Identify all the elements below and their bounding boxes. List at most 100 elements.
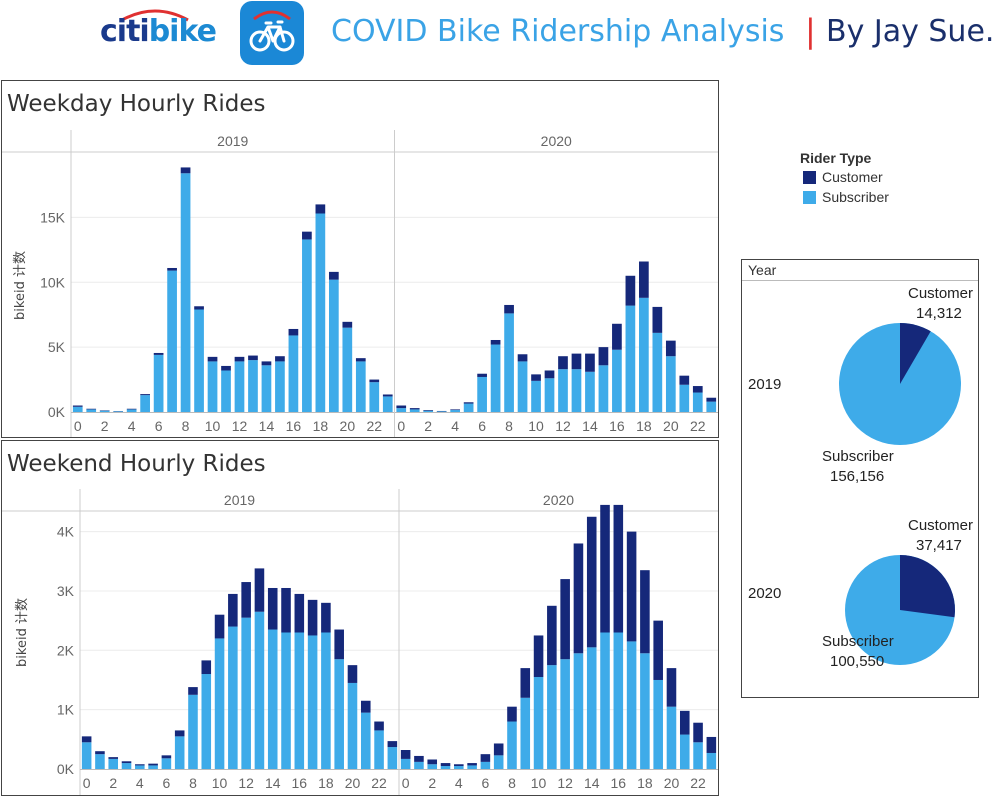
weekday-2019-xtick-label: 18: [313, 418, 329, 434]
weekday-chart-panel: 0K 5K 10K 15K bikeid 计数 2019 0 2 4 6 8 10 12 14 16 18 20…: [1, 80, 719, 438]
weekday-2020-subscriber-bar-3: [436, 411, 447, 412]
weekday-2019-subscriber-bar-1: [86, 409, 97, 412]
weekend-2019-customer-bar-7: [174, 730, 185, 737]
weekend-2020-xtick-label: 16: [611, 775, 627, 791]
weekday-2019-subscriber-bar-0: [72, 406, 83, 412]
logo-arc-icon: [121, 9, 189, 22]
weekend-2020-xtick-label: 12: [557, 775, 573, 791]
weekend-2019-subscriber-bar-0: [81, 742, 92, 769]
weekday-2020-xtick-label: 10: [528, 418, 544, 434]
weekday-2020-subscriber-bar-6: [477, 376, 487, 412]
weekend-ytick-label: 3K: [57, 583, 75, 599]
weekday-2019-customer-bar-10: [207, 356, 218, 362]
weekend-2020-subscriber-bar-21: [679, 734, 690, 769]
pie-2019-subscriber-value: 156,156: [830, 468, 885, 485]
weekday-2019-xtick-label: 6: [155, 418, 163, 434]
weekend-ytick-label: 2K: [57, 642, 75, 658]
weekend-2020-subscriber-bar-7: [493, 755, 504, 769]
weekend-2020-customer-bar-20: [666, 668, 677, 707]
weekend-2020-customer-bar-5: [467, 763, 477, 766]
dashboard-header: citibike COVID Bike Ridership Analysis |…: [0, 0, 1000, 72]
weekday-2020-customer-bar-17: [625, 275, 636, 306]
weekday-2020-subscriber-bar-2: [423, 410, 434, 412]
pie-panel-header: Year: [742, 260, 978, 281]
weekday-2020-customer-bar-10: [531, 374, 541, 381]
weekday-2020-xtick-label: 18: [636, 418, 652, 434]
weekend-2019-customer-bar-8: [188, 687, 198, 695]
weekday-2020-customer-bar-13: [571, 353, 582, 370]
weekday-2020-subscriber-bar-5: [463, 403, 474, 412]
weekend-2020-subscriber-bar-17: [626, 641, 637, 769]
weekday-2019-subscriber-bar-6: [153, 354, 164, 412]
weekday-2019-customer-bar-8: [180, 167, 191, 174]
weekday-2019-xtick-label: 2: [101, 418, 109, 434]
weekend-2019-subscriber-bar-8: [188, 694, 198, 769]
weekend-2019-customer-bar-4: [135, 764, 145, 766]
weekend-2019-xtick-label: 20: [345, 775, 361, 791]
weekday-2019-customer-bar-19: [328, 271, 339, 280]
weekend-2019-customer-bar-6: [161, 755, 172, 759]
weekday-2019-customer-bar-16: [288, 328, 299, 336]
weekend-2019-subscriber-bar-11: [228, 626, 238, 769]
weekend-2019-customer-bar-16: [294, 593, 305, 633]
weekday-2020-customer-bar-5: [463, 402, 474, 404]
weekday-2020-subscriber-bar-14: [585, 371, 595, 412]
weekday-2020-customer-bar-0: [396, 405, 407, 409]
weekday-2019-subscriber-bar-16: [288, 335, 299, 412]
weekend-2020-xtick-label: 2: [428, 775, 436, 791]
weekday-2020-subscriber-bar-21: [679, 384, 690, 412]
weekend-2020-customer-bar-8: [507, 706, 517, 722]
weekday-2020-subscriber-bar-22: [692, 392, 703, 412]
weekend-2020-customer-bar-10: [533, 635, 544, 678]
title-separator: |: [805, 12, 816, 50]
weekend-2019-xtick-label: 14: [265, 775, 281, 791]
weekend-2020-customer-bar-4: [454, 764, 464, 767]
weekend-2020-subscriber-bar-6: [480, 761, 491, 769]
weekend-2020-subscriber-bar-2: [427, 764, 438, 769]
year-pie-panel: Year Customer 14,312 2019 Subscriber 156…: [741, 259, 979, 698]
weekday-2019-subscriber-bar-12: [234, 361, 245, 412]
weekend-2020-customer-bar-7: [493, 743, 504, 756]
weekend-2019-customer-bar-20: [347, 665, 358, 683]
weekday-2019-customer-bar-15: [275, 356, 285, 362]
weekday-2020-xtick-label: 2: [424, 418, 432, 434]
weekend-2020-xtick-label: 10: [531, 775, 547, 791]
weekend-2019-xtick-label: 8: [189, 775, 197, 791]
pie-2019-customer-slice: [900, 323, 931, 384]
weekday-2019-subscriber-bar-20: [342, 327, 353, 412]
weekday-2020-customer-bar-19: [652, 306, 663, 333]
weekend-2019-subscriber-bar-19: [334, 659, 344, 769]
weekend-2020-xtick-label: 18: [637, 775, 653, 791]
logo-bike-text: bike: [148, 14, 217, 49]
weekend-2019-xtick-label: 12: [238, 775, 254, 791]
weekday-2019-customer-bar-23: [382, 394, 393, 397]
weekend-2020-subscriber-bar-5: [467, 765, 477, 769]
pie-header-label: Year: [748, 262, 777, 278]
weekday-2019-subscriber-bar-23: [382, 396, 393, 412]
weekend-2019-customer-bar-2: [108, 757, 119, 759]
weekday-2019-subscriber-bar-10: [207, 361, 218, 412]
pie-2019-subscriber-label: Subscriber: [822, 448, 894, 465]
weekday-2020-subscriber-bar-0: [396, 408, 407, 412]
weekend-2019-customer-bar-19: [334, 629, 344, 660]
weekday-2019-subscriber-bar-11: [221, 370, 231, 412]
weekday-ytick-label: 5K: [48, 339, 66, 355]
weekend-2020-xtick-label: 20: [664, 775, 680, 791]
weekend-2019-customer-bar-23: [387, 741, 398, 748]
weekend-2020-xtick-label: 4: [455, 775, 463, 791]
weekend-panel-label-2019: 2019: [224, 492, 255, 508]
weekday-2020-subscriber-bar-10: [531, 380, 541, 412]
weekday-2019-xtick-label: 0: [74, 418, 82, 434]
weekday-2019-customer-bar-11: [221, 365, 231, 371]
weekend-2020-subscriber-bar-16: [613, 632, 624, 769]
weekday-2020-xtick-label: 22: [690, 418, 706, 434]
weekday-2020-customer-bar-15: [598, 347, 609, 366]
weekend-2020-subscriber-bar-19: [653, 679, 663, 769]
weekend-2019-xtick-label: 6: [162, 775, 170, 791]
weekend-2019-subscriber-bar-4: [135, 765, 145, 769]
weekend-2020-customer-bar-13: [573, 543, 584, 654]
weekend-2019-subscriber-bar-22: [374, 730, 384, 769]
weekday-2020-customer-bar-11: [544, 370, 555, 379]
weekday-2019-customer-bar-6: [153, 352, 164, 355]
weekday-2020-subscriber-bar-11: [544, 378, 555, 412]
